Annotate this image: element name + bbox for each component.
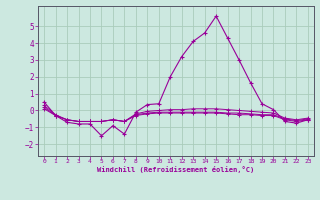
X-axis label: Windchill (Refroidissement éolien,°C): Windchill (Refroidissement éolien,°C): [97, 166, 255, 173]
